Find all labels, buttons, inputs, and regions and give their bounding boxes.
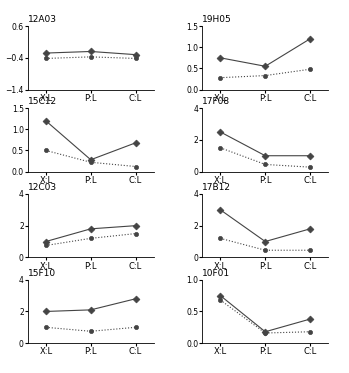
Text: 12C03: 12C03 [28,183,57,192]
Text: 19H05: 19H05 [202,15,232,24]
Text: 17B12: 17B12 [202,183,231,192]
Text: 17F08: 17F08 [202,97,231,106]
Text: 15F10: 15F10 [28,269,56,278]
Text: 10F01: 10F01 [202,269,231,278]
Text: 15C12: 15C12 [28,97,57,106]
Text: 12A03: 12A03 [28,15,57,24]
